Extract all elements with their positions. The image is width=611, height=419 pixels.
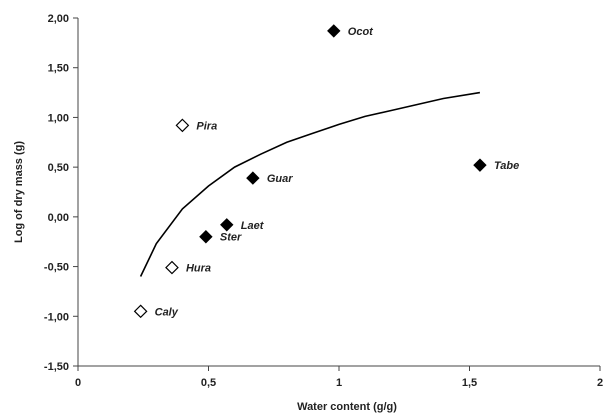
point-label-caly: Caly <box>155 306 179 318</box>
x-tick-label: 1,5 <box>462 377 477 389</box>
point-caly <box>133 304 148 319</box>
x-axis-title: Water content (g/g) <box>297 401 397 413</box>
point-label-laet: Laet <box>241 220 265 232</box>
axes: -1,50 -1,00 -0,50 0,00 0,50 1,00 1,50 2,00 0 0,5 1… <box>44 13 603 389</box>
point-label-ster: Ster <box>220 232 242 244</box>
y-tick-label: -0,50 <box>44 262 69 274</box>
point-tabe <box>473 158 487 172</box>
x-tick-label: 2 <box>597 377 603 389</box>
x-tick-label: 0,5 <box>201 377 216 389</box>
y-tick-label: -1,00 <box>44 311 69 323</box>
point-hura <box>165 260 179 275</box>
point-guar <box>246 171 260 185</box>
y-tick-label: 0,00 <box>48 212 69 224</box>
point-ster <box>199 230 213 244</box>
y-tick-label: 0,50 <box>48 162 69 174</box>
point-label-guar: Guar <box>267 173 293 185</box>
y-axis-title: Log of dry mass (g) <box>13 141 25 243</box>
point-label-tabe: Tabe <box>494 160 519 172</box>
point-label-hura: Hura <box>186 263 211 275</box>
x-tick-label: 1 <box>336 377 342 389</box>
y-tick-label: 1,00 <box>48 112 69 124</box>
point-laet <box>220 218 234 232</box>
y-tick-label: 2,00 <box>48 13 69 25</box>
x-tick-label: 0 <box>75 377 81 389</box>
point-ocot <box>327 24 341 38</box>
trend-line-group <box>139 91 481 277</box>
point-label-pira: Pira <box>196 120 217 132</box>
trend-line <box>139 91 481 277</box>
point-label-ocot: Ocot <box>348 26 374 38</box>
y-tick-label: 1,50 <box>48 63 69 75</box>
y-tick-label: -1,50 <box>44 361 69 373</box>
point-pira <box>175 118 190 133</box>
